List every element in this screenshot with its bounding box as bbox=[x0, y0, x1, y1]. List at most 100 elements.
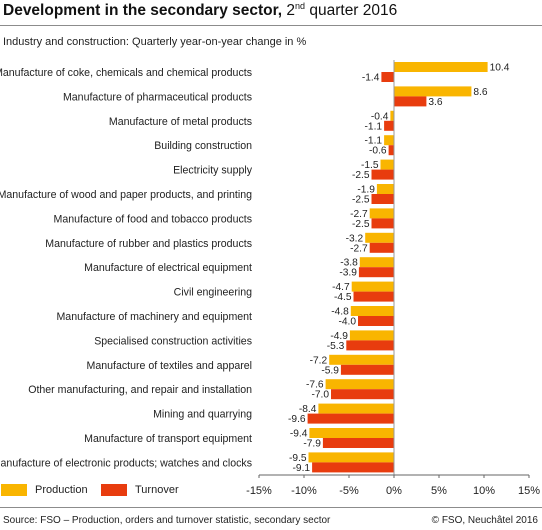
bar-turnover bbox=[340, 364, 394, 375]
category-label: Manufacture of rubber and plastics produ… bbox=[45, 238, 252, 250]
bar-production bbox=[329, 354, 394, 365]
value-label-turnover: -9.6 bbox=[288, 414, 306, 425]
bar-turnover bbox=[322, 438, 394, 448]
value-label-production: -4.7 bbox=[332, 282, 350, 293]
value-label-production: -4.8 bbox=[331, 307, 349, 318]
bar-production bbox=[380, 159, 394, 170]
bar-turnover bbox=[371, 218, 394, 229]
value-label-production: -7.6 bbox=[306, 380, 324, 391]
category-label: Manufacture of electrical equipment bbox=[84, 262, 252, 274]
x-tick-label: 10% bbox=[472, 485, 496, 497]
bar-turnover bbox=[353, 291, 394, 302]
value-label-turnover: -2.7 bbox=[350, 243, 368, 254]
bar-turnover bbox=[384, 120, 394, 131]
category-label: Manufacture of food and tobacco products bbox=[54, 213, 252, 225]
value-label-turnover: -1.1 bbox=[365, 121, 383, 132]
value-label-turnover: 3.6 bbox=[428, 97, 442, 108]
bar-turnover bbox=[331, 389, 394, 400]
bar-turnover bbox=[371, 194, 394, 204]
chart-subtitle: Industry and construction: Quarterly yea… bbox=[3, 36, 307, 48]
x-tick-label: -15% bbox=[246, 485, 272, 497]
value-label-production: -8.4 bbox=[299, 404, 317, 415]
category-label: Specialised construction activities bbox=[94, 335, 252, 347]
category-label: Manufacture of electronic products; watc… bbox=[0, 457, 252, 469]
x-tick-label: -5% bbox=[339, 485, 359, 497]
bar-turnover bbox=[369, 242, 394, 253]
value-label-production: -1.5 bbox=[361, 160, 379, 171]
value-label-production: -1.9 bbox=[357, 185, 375, 196]
value-label-turnover: -0.6 bbox=[369, 146, 387, 157]
bar-production bbox=[359, 257, 394, 268]
value-label-turnover: -9.1 bbox=[293, 463, 311, 474]
bar-turnover bbox=[388, 145, 394, 156]
bar-turnover bbox=[381, 72, 394, 82]
category-label: Civil engineering bbox=[174, 287, 252, 299]
bar-turnover bbox=[358, 316, 394, 326]
value-label-turnover: -5.9 bbox=[321, 365, 339, 376]
category-label: Mining and quarrying bbox=[153, 409, 252, 421]
bar-production bbox=[351, 281, 394, 292]
title-quarter-num: 2 bbox=[286, 2, 296, 19]
category-label: Manufacture of pharmaceutical products bbox=[63, 91, 252, 103]
title-quarter-rest: quarter 2016 bbox=[309, 2, 398, 19]
bar-production bbox=[308, 452, 394, 463]
x-tick-label: 15% bbox=[517, 485, 541, 497]
bar-production bbox=[309, 428, 394, 438]
value-label-turnover: -4.0 bbox=[338, 317, 356, 328]
bar-production bbox=[350, 306, 394, 316]
value-label-production: 8.6 bbox=[473, 87, 487, 98]
bar-production bbox=[390, 110, 394, 121]
value-label-production: -1.1 bbox=[365, 136, 383, 147]
value-label-production: -9.4 bbox=[290, 429, 308, 440]
value-label-turnover: -2.5 bbox=[352, 195, 370, 206]
category-label: Manufacture of wood and paper products, … bbox=[0, 189, 252, 201]
value-label-turnover: -2.5 bbox=[352, 219, 370, 230]
category-label: Electricity supply bbox=[173, 165, 253, 177]
category-label: Manufacture of transport equipment bbox=[84, 433, 252, 445]
legend-swatch-turnover bbox=[101, 484, 127, 496]
category-label: Building construction bbox=[154, 140, 252, 152]
category-label: Manufacture of metal products bbox=[109, 116, 252, 128]
category-label: Manufacture of textiles and apparel bbox=[87, 360, 252, 372]
value-label-turnover: -5.3 bbox=[327, 341, 345, 352]
category-label: Manufacture of machinery and equipment bbox=[56, 311, 252, 323]
value-label-production: -0.4 bbox=[371, 111, 389, 122]
value-label-turnover: -2.5 bbox=[352, 170, 370, 181]
bar-production bbox=[384, 135, 394, 146]
value-label-turnover: -7.9 bbox=[303, 439, 321, 450]
bar-chart: Manufacture of coke, chemicals and chemi… bbox=[0, 60, 530, 478]
legend-label-production: Production bbox=[35, 484, 88, 496]
bar-production bbox=[394, 62, 488, 72]
bar-turnover bbox=[358, 267, 394, 278]
bar-turnover bbox=[394, 96, 427, 107]
bar-production bbox=[394, 86, 472, 97]
value-label-production: -4.9 bbox=[330, 331, 348, 342]
category-label: Other manufacturing, and repair and inst… bbox=[28, 384, 252, 396]
bar-turnover bbox=[312, 462, 394, 473]
bar-production bbox=[325, 379, 394, 390]
x-tick-label: 0% bbox=[386, 485, 402, 497]
value-label-production: -3.2 bbox=[346, 233, 364, 244]
bar-production bbox=[369, 208, 394, 219]
copyright-note: © FSO, Neuchâtel 2016 bbox=[431, 515, 538, 526]
x-tick-label: 5% bbox=[431, 485, 447, 497]
value-label-production: 10.4 bbox=[490, 63, 510, 74]
legend-swatch-production bbox=[1, 484, 27, 496]
value-label-production: -7.2 bbox=[310, 355, 328, 366]
title-rule bbox=[0, 25, 542, 26]
value-label-production: -2.7 bbox=[350, 209, 368, 220]
bar-production bbox=[376, 184, 394, 194]
value-label-production: -9.5 bbox=[289, 453, 307, 464]
value-label-turnover: -1.4 bbox=[362, 73, 380, 84]
chart-title: Development in the secondary sector, 2nd… bbox=[3, 1, 398, 20]
value-label-turnover: -7.0 bbox=[311, 390, 329, 401]
legend-item-production: Production bbox=[1, 484, 88, 496]
legend-label-turnover: Turnover bbox=[135, 484, 179, 496]
value-label-turnover: -4.5 bbox=[334, 292, 352, 303]
bar-turnover bbox=[371, 169, 394, 180]
source-note: Source: FSO – Production, orders and tur… bbox=[3, 515, 331, 526]
bar-production bbox=[365, 232, 394, 243]
title-quarter: 2nd quarter 2016 bbox=[286, 1, 398, 19]
bar-production bbox=[318, 403, 394, 414]
title-main: Development in the secondary sector, bbox=[3, 2, 283, 19]
